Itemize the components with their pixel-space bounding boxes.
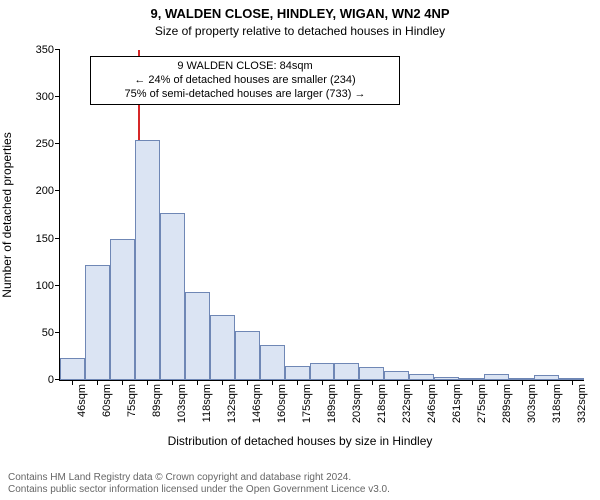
histogram-bar [235,331,260,380]
histogram-bar [384,371,409,380]
x-tick-mark [147,380,148,385]
x-tick-mark [347,380,348,385]
x-tick-label: 146sqm [251,380,263,423]
histogram-bar [285,366,310,380]
x-tick-mark [197,380,198,385]
x-tick-label: 275sqm [476,380,488,423]
y-tick-mark [55,332,60,333]
chart-subtitle: Size of property relative to detached ho… [0,24,600,38]
annotation-line: 75% of semi-detached houses are larger (… [97,88,393,102]
x-tick-mark [247,380,248,385]
x-tick-mark [122,380,123,385]
x-tick-label: 246sqm [426,380,438,423]
x-tick-label: 303sqm [526,380,538,423]
chart-title: 9, WALDEN CLOSE, HINDLEY, WIGAN, WN2 4NP [0,6,600,21]
footer-line: Contains public sector information licen… [8,484,390,496]
x-tick-mark [522,380,523,385]
x-tick-mark [72,380,73,385]
histogram-bar [359,367,384,380]
histogram-bar [85,265,110,380]
x-tick-label: 118sqm [201,380,213,422]
histogram-bar [160,213,185,380]
x-tick-mark [322,380,323,385]
histogram-bar [260,345,285,380]
x-tick-mark [172,380,173,385]
x-tick-label: 203sqm [351,380,363,423]
annotation-line: ← 24% of detached houses are smaller (23… [97,74,393,88]
x-tick-label: 318sqm [551,380,563,423]
y-tick-label: 300 [36,91,60,103]
histogram-bar [135,140,160,380]
y-tick-mark [55,190,60,191]
y-tick-mark [55,285,60,286]
y-tick-label: 150 [36,233,60,245]
y-axis-label: Number of detached properties [0,132,14,297]
x-tick-label: 89sqm [151,380,163,417]
histogram-bar [60,358,85,380]
x-tick-label: 189sqm [326,380,338,423]
y-tick-label: 250 [36,138,60,150]
y-tick-mark [55,96,60,97]
footer-line: Contains HM Land Registry data © Crown c… [8,472,390,484]
histogram-bar [334,363,359,380]
y-tick-label: 0 [48,374,60,386]
footer-attribution: Contains HM Land Registry data © Crown c… [8,472,390,496]
y-tick-label: 100 [36,280,60,292]
x-tick-label: 60sqm [101,380,113,417]
x-tick-label: 332sqm [576,380,588,423]
annotation-box: 9 WALDEN CLOSE: 84sqm ← 24% of detached … [90,56,400,105]
x-tick-mark [422,380,423,385]
x-tick-label: 175sqm [301,380,313,423]
x-tick-mark [472,380,473,385]
histogram-bar [185,292,210,380]
x-tick-label: 46sqm [76,380,88,417]
x-tick-label: 261sqm [451,380,463,423]
y-tick-label: 50 [42,327,60,339]
x-tick-mark [497,380,498,385]
x-tick-mark [397,380,398,385]
x-tick-mark [572,380,573,385]
x-tick-mark [97,380,98,385]
x-tick-label: 232sqm [401,380,413,423]
x-tick-label: 132sqm [226,380,238,423]
histogram-bar [310,363,335,380]
annotation-line: 9 WALDEN CLOSE: 84sqm [97,60,393,74]
histogram-bar [110,239,135,380]
x-tick-label: 160sqm [276,380,288,423]
y-tick-mark [55,238,60,239]
x-tick-label: 289sqm [501,380,513,423]
x-tick-mark [547,380,548,385]
x-tick-label: 75sqm [126,380,138,417]
x-tick-mark [222,380,223,385]
y-tick-label: 350 [36,44,60,56]
x-tick-mark [297,380,298,385]
histogram-bar [210,315,235,380]
x-tick-mark [372,380,373,385]
y-tick-mark [55,143,60,144]
x-tick-label: 103sqm [176,380,188,423]
y-tick-mark [55,49,60,50]
x-tick-mark [447,380,448,385]
y-tick-label: 200 [36,185,60,197]
x-tick-mark [272,380,273,385]
x-axis-label: Distribution of detached houses by size … [0,434,600,448]
x-tick-label: 218sqm [376,380,388,423]
plot-area: 9 WALDEN CLOSE: 84sqm ← 24% of detached … [59,50,584,381]
